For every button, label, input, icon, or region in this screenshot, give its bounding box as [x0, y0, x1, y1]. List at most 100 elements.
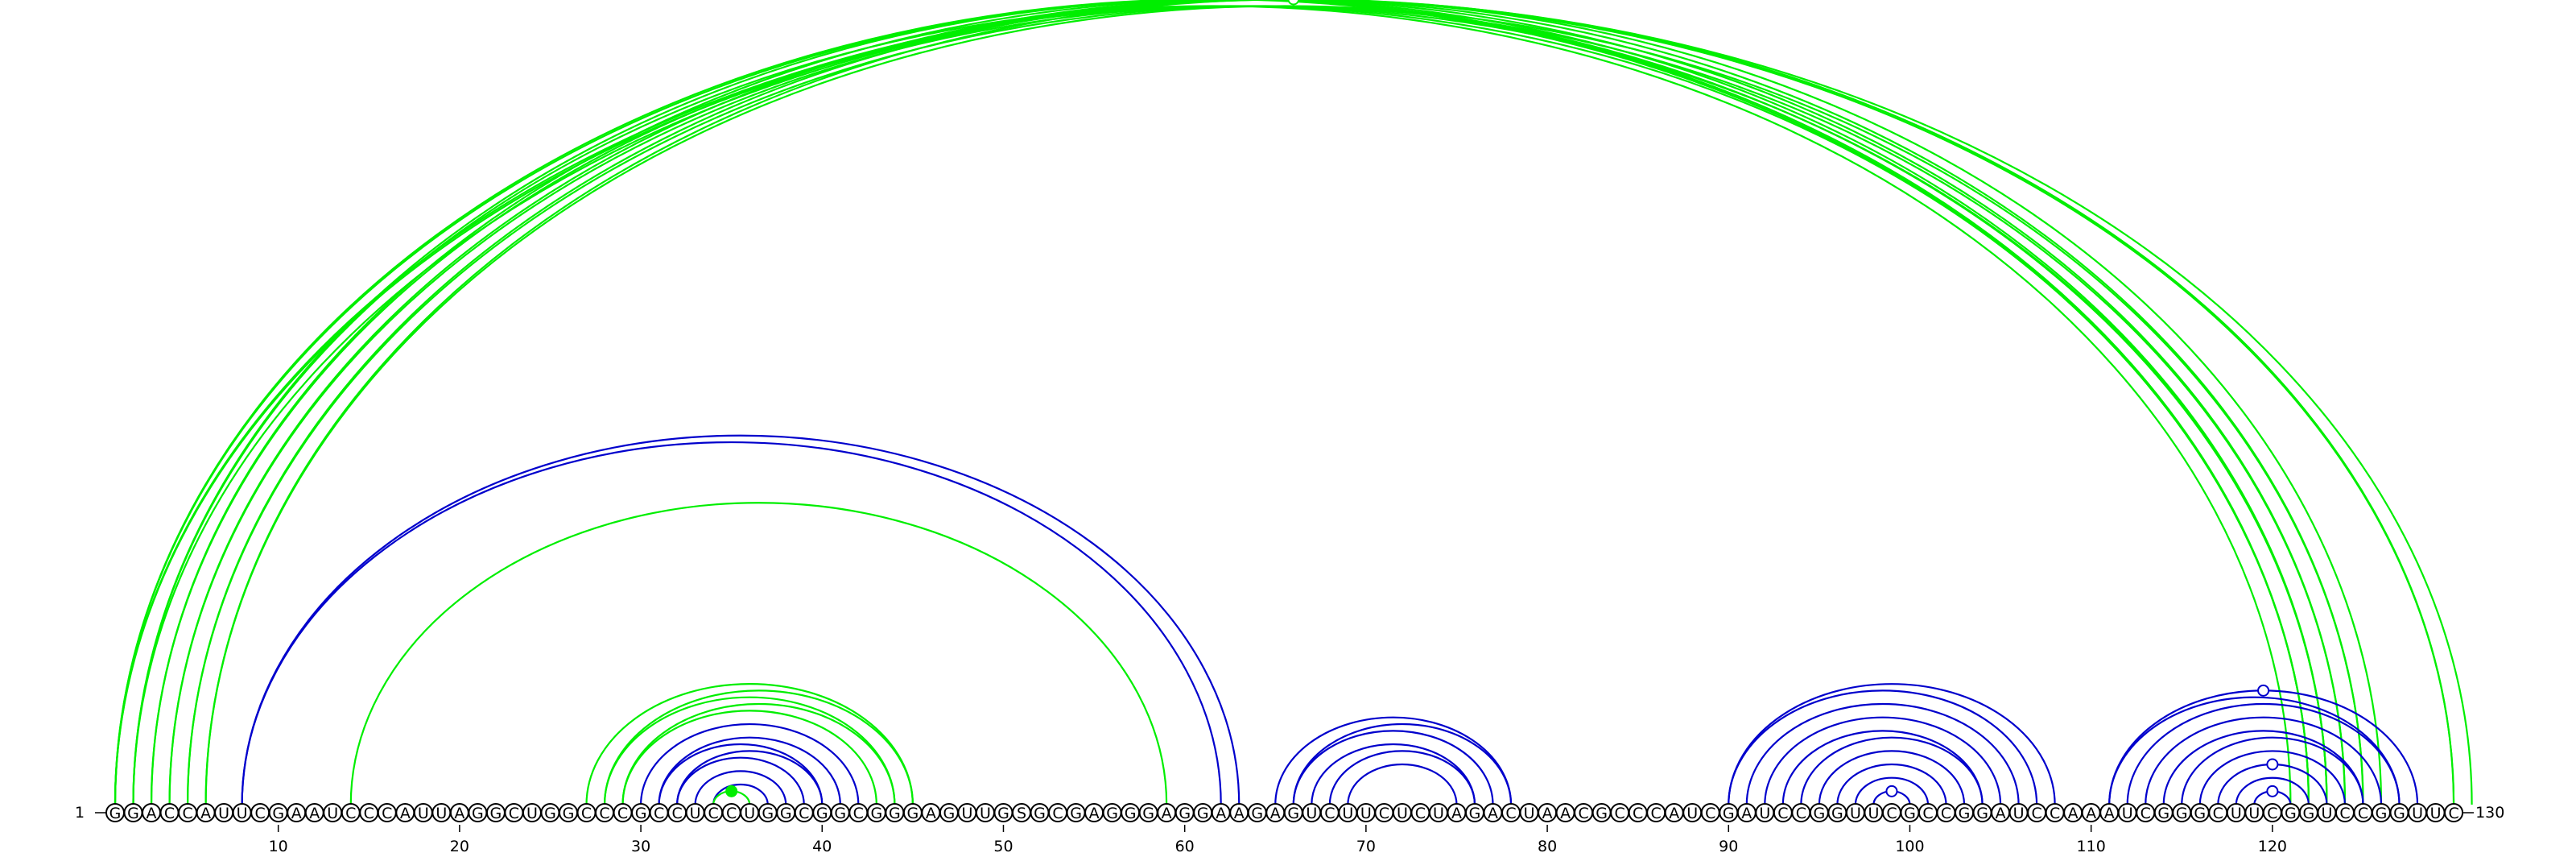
nucleotide-130: C — [2444, 803, 2464, 822]
nucleotide-73: C — [1410, 803, 1430, 822]
nucleotide-letter: C — [853, 805, 864, 822]
nucleotide-letter: U — [237, 805, 248, 822]
nucleotide-letter: U — [2231, 805, 2242, 822]
nucleotide-letter: G — [889, 805, 901, 822]
arc-green-4-124 — [168, 0, 2347, 805]
nucleotide-letter: C — [671, 805, 682, 822]
nucleotide-letter: U — [436, 805, 447, 822]
nucleotide-letter: G — [1976, 805, 1988, 822]
arc-green-29-44 — [621, 702, 896, 805]
nucleotide-25: G — [540, 803, 560, 822]
nucleotide-50: G — [993, 803, 1013, 822]
nucleotide-letter: G — [1959, 805, 1971, 822]
nucleotide-letter: G — [1125, 805, 1137, 822]
nucleotide-letter: A — [1270, 805, 1281, 822]
nucleotide-1: G — [105, 803, 125, 822]
arc-green-3-123 — [150, 0, 2328, 805]
nucleotide-letter: U — [1759, 805, 1770, 822]
nucleotide-letter: S — [1017, 805, 1026, 822]
arc-blue-32-39 — [676, 756, 805, 805]
nucleotide-103: G — [1955, 803, 1975, 822]
arc-green-4-123 — [168, 5, 2328, 805]
nucleotide-letter: U — [218, 805, 229, 822]
nucleotide-15: C — [359, 803, 379, 822]
nucleotide-16: C — [377, 803, 397, 822]
arc-blue-96-102 — [1836, 763, 1947, 805]
nucleotide-51: S — [1012, 803, 1031, 822]
nucleotide-letter: U — [2412, 805, 2423, 822]
nucleotide-108: C — [2045, 803, 2065, 822]
arc-blue-114-125 — [2162, 730, 2364, 805]
nucleotide-72: U — [1392, 803, 1412, 822]
nucleotide-letter: C — [1505, 805, 1516, 822]
nucleotide-letter: C — [654, 805, 664, 822]
nucleotide-54: G — [1066, 803, 1086, 822]
blue-open-marker — [2266, 758, 2279, 771]
nucleotide-letter: A — [1542, 805, 1553, 822]
nucleotide-letter: C — [617, 805, 628, 822]
nucleotide-13: U — [323, 803, 343, 822]
nucleotide-70: U — [1356, 803, 1376, 822]
nucleotide-113: C — [2136, 803, 2156, 822]
nucleotide-letter: A — [309, 805, 320, 822]
tick-label-70: 70 — [1356, 838, 1376, 855]
nucleotide-letter: A — [2068, 805, 2079, 822]
nucleotide-95: G — [1809, 803, 1829, 822]
nucleotide-letter: C — [1578, 805, 1588, 822]
nucleotide-letter: C — [509, 805, 519, 822]
nucleotide-53: C — [1048, 803, 1068, 822]
nucleotide-80: A — [1538, 803, 1558, 822]
arc-blue-93-104 — [1781, 730, 1984, 805]
nucleotide-letter: A — [1996, 805, 2006, 822]
nucleotide-107: C — [2027, 803, 2047, 822]
nucleotide-2: G — [123, 803, 143, 822]
arc-green-29-43 — [621, 710, 877, 805]
nucleotide-47: G — [939, 803, 959, 822]
nucleotide-28: C — [595, 803, 615, 822]
arc-blue-66-78 — [1292, 722, 1513, 805]
nucleotide-36: U — [740, 803, 760, 822]
nucleotide-24: U — [522, 803, 542, 822]
arc-green-3-122 — [150, 5, 2310, 805]
nucleotide-letter: C — [2339, 805, 2350, 822]
nucleotide-91: A — [1736, 803, 1757, 822]
nucleotide-87: A — [1664, 803, 1684, 822]
nucleotide-letter: A — [454, 805, 464, 822]
arcs-layer — [114, 0, 2473, 805]
nucleotide-11: A — [287, 803, 307, 822]
nucleotide-letter: C — [2213, 805, 2223, 822]
nucleotide-97: U — [1845, 803, 1865, 822]
nucleotide-letter: C — [799, 805, 809, 822]
arc-blue-111-127 — [2108, 696, 2401, 805]
arc-green-5-125 — [186, 0, 2364, 805]
nucleotide-letter: G — [762, 805, 774, 822]
nucleotide-letter: G — [1831, 805, 1843, 822]
nucleotide-7: U — [214, 803, 234, 822]
nucleotide-62: A — [1211, 803, 1231, 822]
nucleotide-letter: C — [581, 805, 592, 822]
nucleotide-letter: C — [1651, 805, 1662, 822]
nucleotide-letter: C — [255, 805, 266, 822]
nucleotide-66: G — [1283, 803, 1303, 822]
tick-label-90: 90 — [1719, 838, 1738, 855]
tick-label-80: 80 — [1538, 838, 1557, 855]
nucleotide-63: A — [1229, 803, 1249, 822]
nucleotide-letter: C — [1379, 805, 1389, 822]
nucleotide-10: G — [268, 803, 288, 822]
tick-label-30: 30 — [631, 838, 650, 855]
nucleotide-letter: G — [2303, 805, 2315, 822]
arc-blue-65-78 — [1274, 716, 1513, 805]
nucleotide-37: G — [758, 803, 778, 822]
green-filled-marker — [725, 785, 738, 797]
nucleotide-letter: G — [2285, 805, 2297, 822]
nucleotide-35: C — [721, 803, 741, 822]
nucleotide-69: U — [1338, 803, 1358, 822]
nucleotide-letter: G — [1106, 805, 1118, 822]
nucleotide-letter: G — [2393, 805, 2405, 822]
arc-blue-69-75 — [1347, 763, 1458, 805]
nucleotide-8: U — [232, 803, 252, 822]
nucleotide-letter: C — [182, 805, 192, 822]
nucleotide-letter: A — [1488, 805, 1498, 822]
nucleotide-letter: G — [635, 805, 647, 822]
